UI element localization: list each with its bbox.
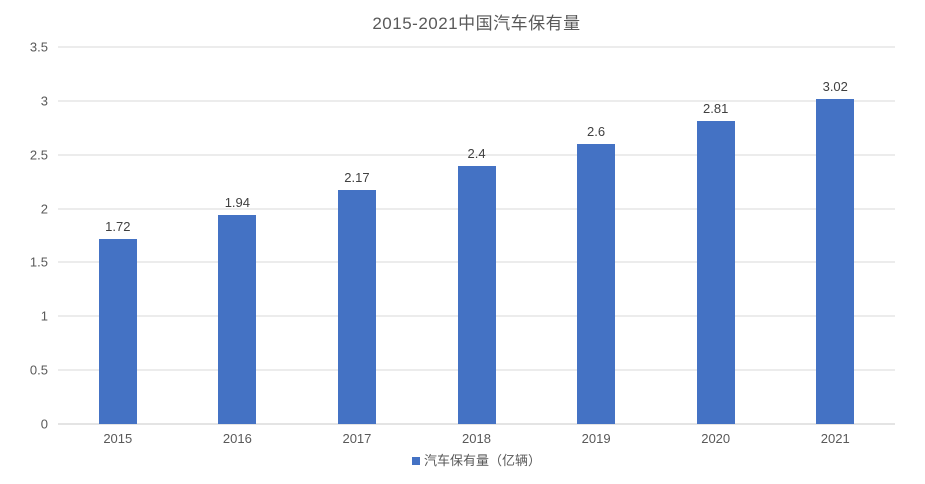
data-label: 2.6	[587, 123, 606, 139]
data-label: 2.4	[467, 145, 486, 161]
bar-2021: 3.02	[816, 80, 855, 424]
y-axis-tick-label: 0	[40, 416, 48, 432]
data-label: 2.81	[703, 101, 729, 117]
bar-2019: 2.6	[577, 125, 616, 424]
plot-area: 0 0.5 1 1.5 2 2.5 3 3.5 1.72 2015 1.94 2016 2.17 201…	[30, 41, 895, 445]
bar-slot: 2.6 2019	[536, 47, 656, 445]
x-axis-tick-label: 2020	[701, 431, 731, 446]
bar-2015: 1.72	[98, 220, 137, 424]
chart-title: 2015-2021中国汽车保有量	[372, 14, 581, 33]
bar-2016: 1.94	[218, 196, 257, 424]
x-axis-tick-label: 2017	[342, 431, 372, 446]
gridline	[58, 154, 895, 156]
bar-slot: 2.17 2017	[297, 47, 417, 445]
data-label: 2.17	[344, 170, 370, 186]
x-axis-tick-label: 2021	[820, 431, 850, 446]
bar-2018: 2.4	[457, 147, 496, 424]
x-axis-tick-label: 2015	[103, 431, 133, 446]
gridline	[58, 46, 895, 48]
y-axis-tick-label: 3.5	[29, 39, 48, 55]
legend-item: 汽车保有量（亿辆）	[411, 453, 541, 468]
data-label: 3.02	[822, 78, 848, 94]
bar-2020: 2.81	[696, 102, 735, 424]
y-axis-tick-label: 3	[40, 93, 48, 109]
gridline	[58, 100, 895, 102]
bar-slot: 1.72 2015	[58, 47, 178, 445]
x-axis-tick-label: 2019	[581, 431, 611, 446]
y-axis-tick-label: 1	[40, 308, 48, 324]
legend-label: 汽车保有量（亿辆）	[423, 453, 541, 468]
y-axis-tick-label: 2.5	[29, 147, 48, 163]
y-axis-tick-label: 2	[40, 201, 48, 217]
bar-slot: 1.94 2016	[178, 47, 298, 445]
data-label: 1.94	[224, 195, 251, 211]
bars: 1.72 2015 1.94 2016 2.17 2017 2.4 2018 2.6 2019 2.…	[58, 47, 895, 445]
bar-slot: 3.02 2021	[775, 47, 895, 445]
bar-slot: 2.4 2018	[417, 47, 537, 445]
data-label: 1.72	[105, 218, 131, 234]
legend: 汽车保有量（亿辆）	[58, 454, 895, 467]
y-axis-tick-label: 0.5	[29, 362, 48, 378]
bar-2017: 2.17	[337, 171, 376, 424]
x-axis-tick-label: 2018	[462, 431, 491, 446]
x-axis-tick-label: 2016	[222, 431, 252, 446]
y-axis-tick-label: 1.5	[29, 254, 48, 270]
bar-slot: 2.81 2020	[656, 47, 776, 445]
x-axis-line	[58, 423, 895, 425]
legend-marker-icon	[411, 456, 420, 465]
